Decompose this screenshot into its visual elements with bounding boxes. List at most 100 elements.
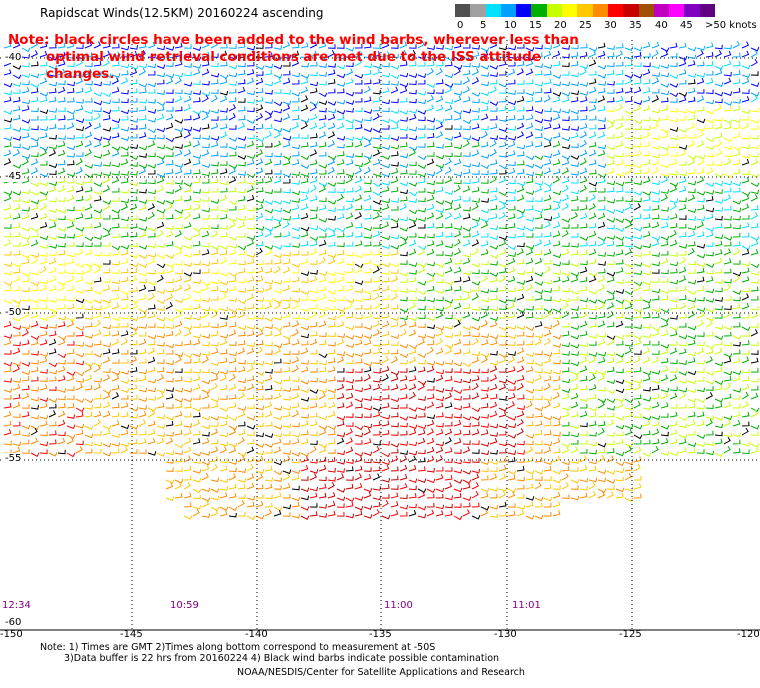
wind-barb <box>606 180 616 186</box>
wind-barb <box>219 180 229 186</box>
wind-barb <box>579 149 588 157</box>
wind-barb <box>57 141 66 148</box>
wind-barb <box>696 130 704 139</box>
wind-barb <box>255 231 264 238</box>
wind-barb <box>480 170 489 175</box>
wind-barb <box>543 401 551 409</box>
wind-barb <box>489 374 498 382</box>
wind-barb <box>165 160 174 166</box>
wind-barb <box>561 472 569 481</box>
wind-barb <box>426 83 436 88</box>
wind-barb <box>120 446 128 454</box>
wind-barb <box>219 43 228 49</box>
wind-barb <box>354 482 363 490</box>
wind-barb <box>318 100 328 106</box>
wind-barb <box>120 442 130 447</box>
wind-barb <box>642 131 651 139</box>
wind-barb <box>418 224 426 229</box>
wind-barb <box>219 249 228 256</box>
wind-barb <box>237 429 246 436</box>
wind-barb <box>264 410 273 418</box>
wind-barb <box>750 212 758 220</box>
wind-barb <box>237 455 245 463</box>
time-label: 10:59 <box>170 600 199 611</box>
wind-barb <box>390 245 400 250</box>
wind-barb <box>399 422 408 428</box>
wind-barb <box>615 438 624 445</box>
wind-barb <box>156 306 165 311</box>
wind-barb <box>552 74 562 79</box>
wind-barb <box>192 140 201 148</box>
wind-barb <box>66 153 75 158</box>
wind-barb <box>750 119 760 124</box>
wind-barb <box>525 131 534 139</box>
wind-barb <box>552 455 561 463</box>
wind-barb <box>732 448 741 454</box>
wind-barb <box>363 250 372 256</box>
wind-barb <box>228 44 237 49</box>
wind-barb <box>633 493 642 499</box>
wind-barb <box>156 172 166 178</box>
wind-barb <box>624 242 633 248</box>
wind-barb <box>705 308 715 313</box>
wind-barb <box>30 87 39 94</box>
wind-barb <box>129 395 138 400</box>
wind-barb <box>723 401 732 409</box>
wind-barb <box>498 457 507 463</box>
wind-barb <box>552 384 561 391</box>
wind-barb <box>282 450 292 455</box>
wind-barb <box>21 177 30 184</box>
wind-barb <box>391 205 399 211</box>
wind-barb <box>354 185 362 193</box>
wind-barb <box>21 47 31 53</box>
wind-barb <box>75 275 84 283</box>
wind-barb <box>588 141 597 148</box>
wind-barb <box>174 224 183 230</box>
wind-barb <box>633 424 643 430</box>
wind-barb <box>57 375 66 382</box>
wind-barb <box>552 420 561 427</box>
wind-barb <box>705 344 715 350</box>
wind-barb <box>138 63 148 69</box>
wind-barb <box>75 227 85 232</box>
wind-barb <box>363 474 372 481</box>
wind-barb <box>327 457 336 463</box>
wind-barb <box>624 269 633 275</box>
wind-barb <box>147 82 157 88</box>
wind-barb <box>471 51 480 58</box>
wind-barb <box>678 177 687 184</box>
wind-barb <box>624 188 633 193</box>
wind-barb <box>318 332 327 338</box>
wind-barb <box>435 208 445 214</box>
wind-barb <box>750 144 760 150</box>
wind-barb <box>3 281 13 287</box>
wind-barb <box>111 223 120 229</box>
wind-barb <box>489 467 498 472</box>
wind-barb <box>318 256 326 265</box>
wind-barb <box>390 161 399 167</box>
wind-barb <box>390 374 399 382</box>
wind-barb <box>291 377 300 382</box>
wind-barb <box>129 275 138 283</box>
wind-barb <box>183 252 193 258</box>
wind-barb <box>561 466 570 472</box>
wind-barb <box>201 230 210 238</box>
wind-barb <box>264 279 274 285</box>
wind-barb <box>210 168 219 175</box>
wind-barb <box>228 236 238 241</box>
wind-barb <box>570 60 579 67</box>
wind-barb <box>39 352 49 357</box>
wind-barb <box>417 73 427 78</box>
wind-barb <box>39 258 48 265</box>
wind-barb <box>399 416 409 421</box>
wind-barb <box>156 185 164 193</box>
wind-barb <box>561 108 571 114</box>
wind-barb <box>30 232 39 238</box>
wind-barb <box>210 269 219 274</box>
wind-barb <box>282 335 292 340</box>
wind-barb <box>228 176 237 184</box>
wind-barb <box>102 389 112 395</box>
wind-barb <box>471 382 479 391</box>
wind-barb <box>705 195 714 202</box>
wind-barb <box>12 401 21 409</box>
